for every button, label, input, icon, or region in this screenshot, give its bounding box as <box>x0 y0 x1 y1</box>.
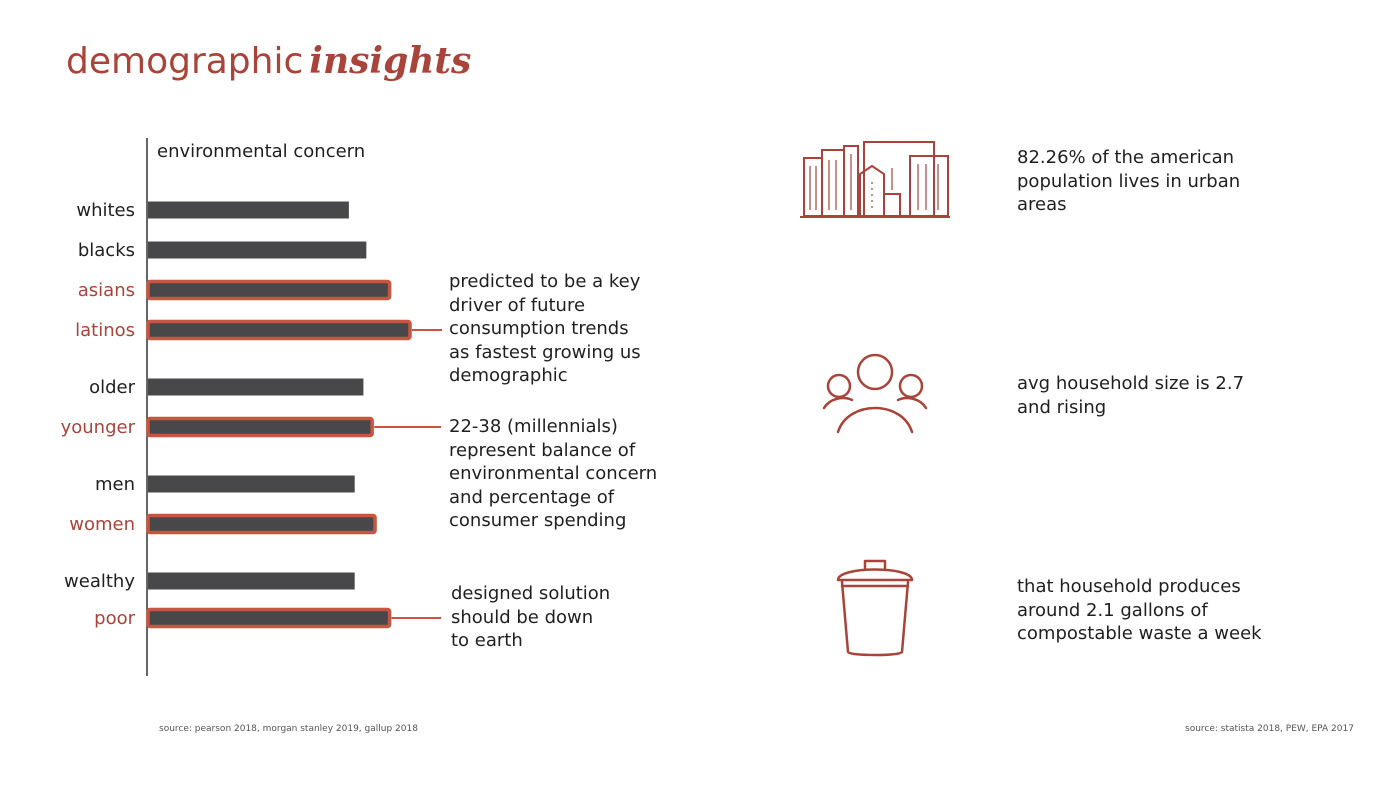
category-label-blacks: blacks <box>78 240 135 261</box>
category-label-latinos: latinos <box>75 320 135 341</box>
annotation-poor: designed solution should be down to eart… <box>451 583 611 651</box>
environmental-concern-chart: environmental concern whites blacks asians… <box>61 138 442 676</box>
stat-compostable-waste: that household produces around 2.1 gallo… <box>1017 576 1262 644</box>
source-left: source: pearson 2018, morgan stanley 201… <box>159 724 418 734</box>
category-label-younger: younger <box>61 417 136 438</box>
bar-wealthy <box>148 572 355 590</box>
bar-whites <box>148 201 349 219</box>
bar-blacks <box>148 241 367 259</box>
bar-women <box>146 513 377 535</box>
title-emphasis: insights <box>309 40 472 82</box>
category-label-women: women <box>69 514 135 535</box>
trash-can-icon <box>836 559 914 657</box>
chart-title: environmental concern <box>157 141 365 162</box>
bar-older <box>148 378 364 396</box>
annotation-younger: 22-38 (millennials) represent balance of… <box>449 416 658 531</box>
stat-household-size: avg household size is 2.7 and rising <box>1017 373 1245 418</box>
bar-asians <box>146 279 392 301</box>
bar-younger <box>146 416 374 438</box>
category-label-older: older <box>89 377 136 398</box>
bar-latinos <box>146 319 412 341</box>
category-label-men: men <box>95 474 135 495</box>
category-label-poor: poor <box>94 608 135 629</box>
city-skyline-icon <box>800 141 950 218</box>
annotation-connectors <box>374 329 442 619</box>
bar-poor <box>146 607 392 629</box>
category-label-asians: asians <box>78 280 135 301</box>
category-label-wealthy: wealthy <box>64 571 135 592</box>
stat-urban-population: 82.26% of the american population lives … <box>1017 147 1241 215</box>
page-title: demographic insights <box>66 40 471 82</box>
annotation-latinos: predicted to be a key driver of future c… <box>449 271 641 386</box>
category-label-whites: whites <box>76 200 135 221</box>
bar-men <box>148 475 355 493</box>
source-right: source: statista 2018, PEW, EPA 2017 <box>1185 724 1354 734</box>
title-regular: demographic <box>66 41 304 82</box>
family-icon <box>822 353 928 434</box>
